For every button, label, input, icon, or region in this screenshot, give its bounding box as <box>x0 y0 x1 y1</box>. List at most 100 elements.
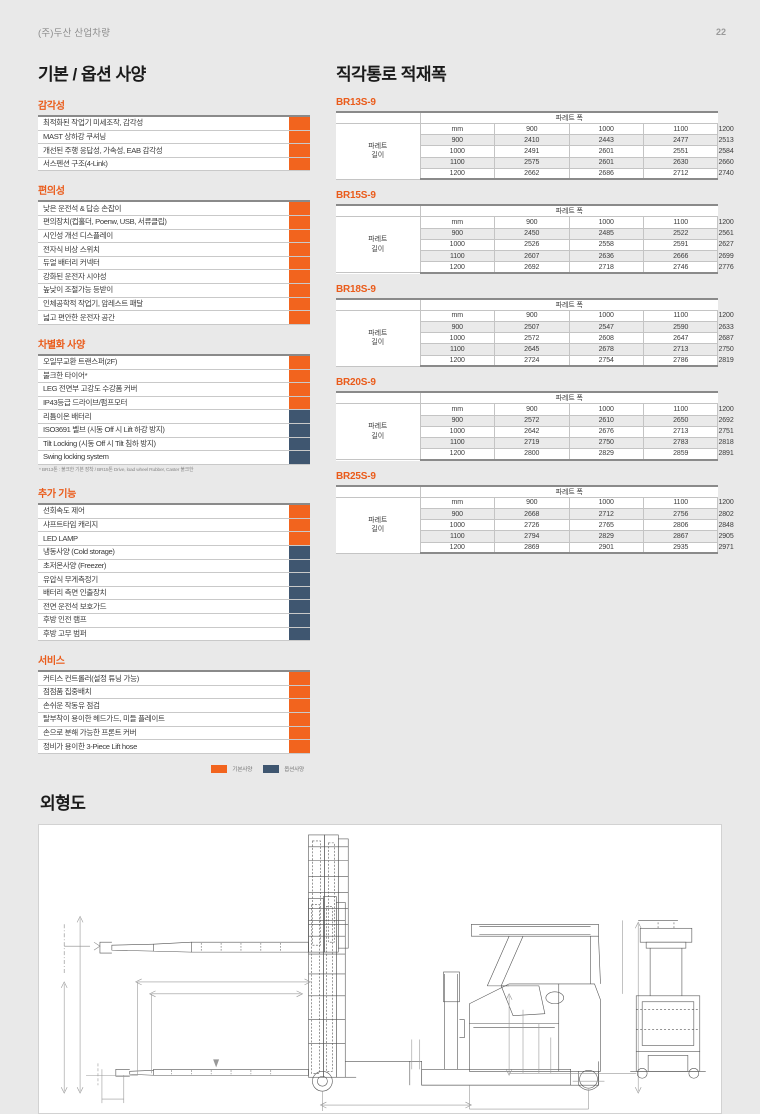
spec-row: 후방 인전 램프 <box>38 614 310 628</box>
model-title: BR13S-9 <box>336 97 718 108</box>
spec-row-label: 샤프트타임 캐리지 <box>38 519 289 532</box>
aisle-width-value: 2450 <box>495 228 569 239</box>
legend-optional-swatch <box>263 765 279 773</box>
aisle-width-value: 2829 <box>569 531 643 542</box>
pallet-length-value: 1100 <box>420 531 494 542</box>
spec-row-label: 유압식 무게측정기 <box>38 573 289 586</box>
spec-row: 냉동사양 (Cold storage) <box>38 546 310 560</box>
table-header-row: 파레트 폭 <box>336 112 718 124</box>
spec-row: MAST 상하강 쿠셔닝 <box>38 131 310 145</box>
aisle-width-value: 2869 <box>495 542 569 553</box>
spec-row: 강화된 운전자 시야성 <box>38 270 310 284</box>
aisle-width-value: 2666 <box>643 251 717 262</box>
spec-row: 샤프트타임 캐리지 <box>38 519 310 533</box>
unit-cell: mm <box>420 217 494 228</box>
aisle-width-value: 2522 <box>643 228 717 239</box>
pallet-width-value: 1000 <box>569 124 643 135</box>
pallet-length-value: 1200 <box>420 168 494 179</box>
standard-marker <box>289 727 310 740</box>
standard-marker <box>289 202 310 215</box>
standard-marker <box>289 383 310 396</box>
spec-row-label: 정비가 용이한 3-Piece Lift hose <box>38 740 289 753</box>
aisle-width-value: 2713 <box>643 344 717 355</box>
pallet-width-value: 900 <box>495 217 569 228</box>
pallet-length-value: 900 <box>420 322 494 333</box>
spec-row-label: 강화된 운전자 시야성 <box>38 270 289 283</box>
spec-row-label: Tilt Locking (시동 Off 시 Tilt 침하 방지) <box>38 438 289 451</box>
pallet-length-value: 900 <box>420 508 494 519</box>
optional-marker <box>289 451 310 464</box>
pallet-width-value: 1000 <box>569 404 643 415</box>
aisle-width-value: 2551 <box>643 146 717 157</box>
standard-marker <box>289 117 310 130</box>
page-number: 22 <box>716 27 726 37</box>
standard-marker <box>289 740 310 753</box>
standard-marker <box>289 144 310 157</box>
aisle-width-value: 2718 <box>569 262 643 273</box>
aisle-width-value: 2859 <box>643 449 717 460</box>
optional-marker <box>289 600 310 613</box>
pallet-width-value: 1100 <box>643 497 717 508</box>
aisle-width-value: 2642 <box>495 426 569 437</box>
aisle-width-value: 2783 <box>643 437 717 448</box>
optional-marker <box>289 438 310 451</box>
optional-marker <box>289 546 310 559</box>
aisle-width-value: 2676 <box>569 426 643 437</box>
spec-row: 전면 운전석 보호가드 <box>38 600 310 614</box>
aisle-width-value: 2692 <box>495 262 569 273</box>
outline-drawing-box <box>38 824 722 1114</box>
table-corner-cell <box>336 112 420 124</box>
spec-row-label: 오일무교환 트랜스퍼(2F) <box>38 356 289 369</box>
unit-cell: mm <box>420 310 494 321</box>
unit-cell: mm <box>420 124 494 135</box>
spec-row-label: 낮은 운전석 & 답승 손잡이 <box>38 202 289 215</box>
spec-row-label: 불크한 타이어* <box>38 370 289 383</box>
spec-group-title: 차별화 사양 <box>38 336 310 351</box>
standard-marker <box>289 370 310 383</box>
pallet-width-value: 1000 <box>569 497 643 508</box>
spec-row: 커티스 컨트롤러(설정 튜닝 가능) <box>38 672 310 686</box>
spec-row-label: 인체공학적 작업기, 암레스트 패달 <box>38 298 289 311</box>
optional-marker <box>289 628 310 641</box>
table-corner-cell <box>336 392 420 404</box>
model-title: BR20S-9 <box>336 377 718 388</box>
pallet-width-value: 900 <box>495 404 569 415</box>
standard-marker <box>289 397 310 410</box>
aisle-width-value: 2491 <box>495 146 569 157</box>
pallet-length-value: 900 <box>420 415 494 426</box>
aisle-width-value: 2806 <box>643 520 717 531</box>
legend-standard-swatch <box>211 765 227 773</box>
optional-marker <box>289 573 310 586</box>
pallet-length-value: 1100 <box>420 157 494 168</box>
standard-marker <box>289 311 310 324</box>
spec-row: LED LAMP <box>38 532 310 546</box>
pallet-width-header: 파레트 폭 <box>420 112 718 124</box>
spec-row-label: 전자식 비상 스위치 <box>38 243 289 256</box>
spec-row-label: ISO3691 벨브 (시동 Off 시 Lift 하강 방지) <box>38 424 289 437</box>
aisle-width-value: 2443 <box>569 135 643 146</box>
pallet-length-value: 900 <box>420 228 494 239</box>
pallet-length-value: 1000 <box>420 146 494 157</box>
spec-row: 서스펜션 구조(4-Link) <box>38 158 310 172</box>
spec-row-label: 전면 운전석 보호가드 <box>38 600 289 613</box>
pallet-length-value: 1200 <box>420 262 494 273</box>
spec-row-label: 후방 인전 램프 <box>38 614 289 627</box>
table-header-row: 파레트 폭 <box>336 299 718 311</box>
aisle-width-value: 2558 <box>569 239 643 250</box>
spec-row-label: 냉동사양 (Cold storage) <box>38 546 289 559</box>
aisle-width-value: 2645 <box>495 344 569 355</box>
aisle-width-value: 2794 <box>495 531 569 542</box>
pallet-width-value: 900 <box>495 497 569 508</box>
spec-group-title: 감각성 <box>38 97 310 112</box>
model-title: BR15S-9 <box>336 190 718 201</box>
